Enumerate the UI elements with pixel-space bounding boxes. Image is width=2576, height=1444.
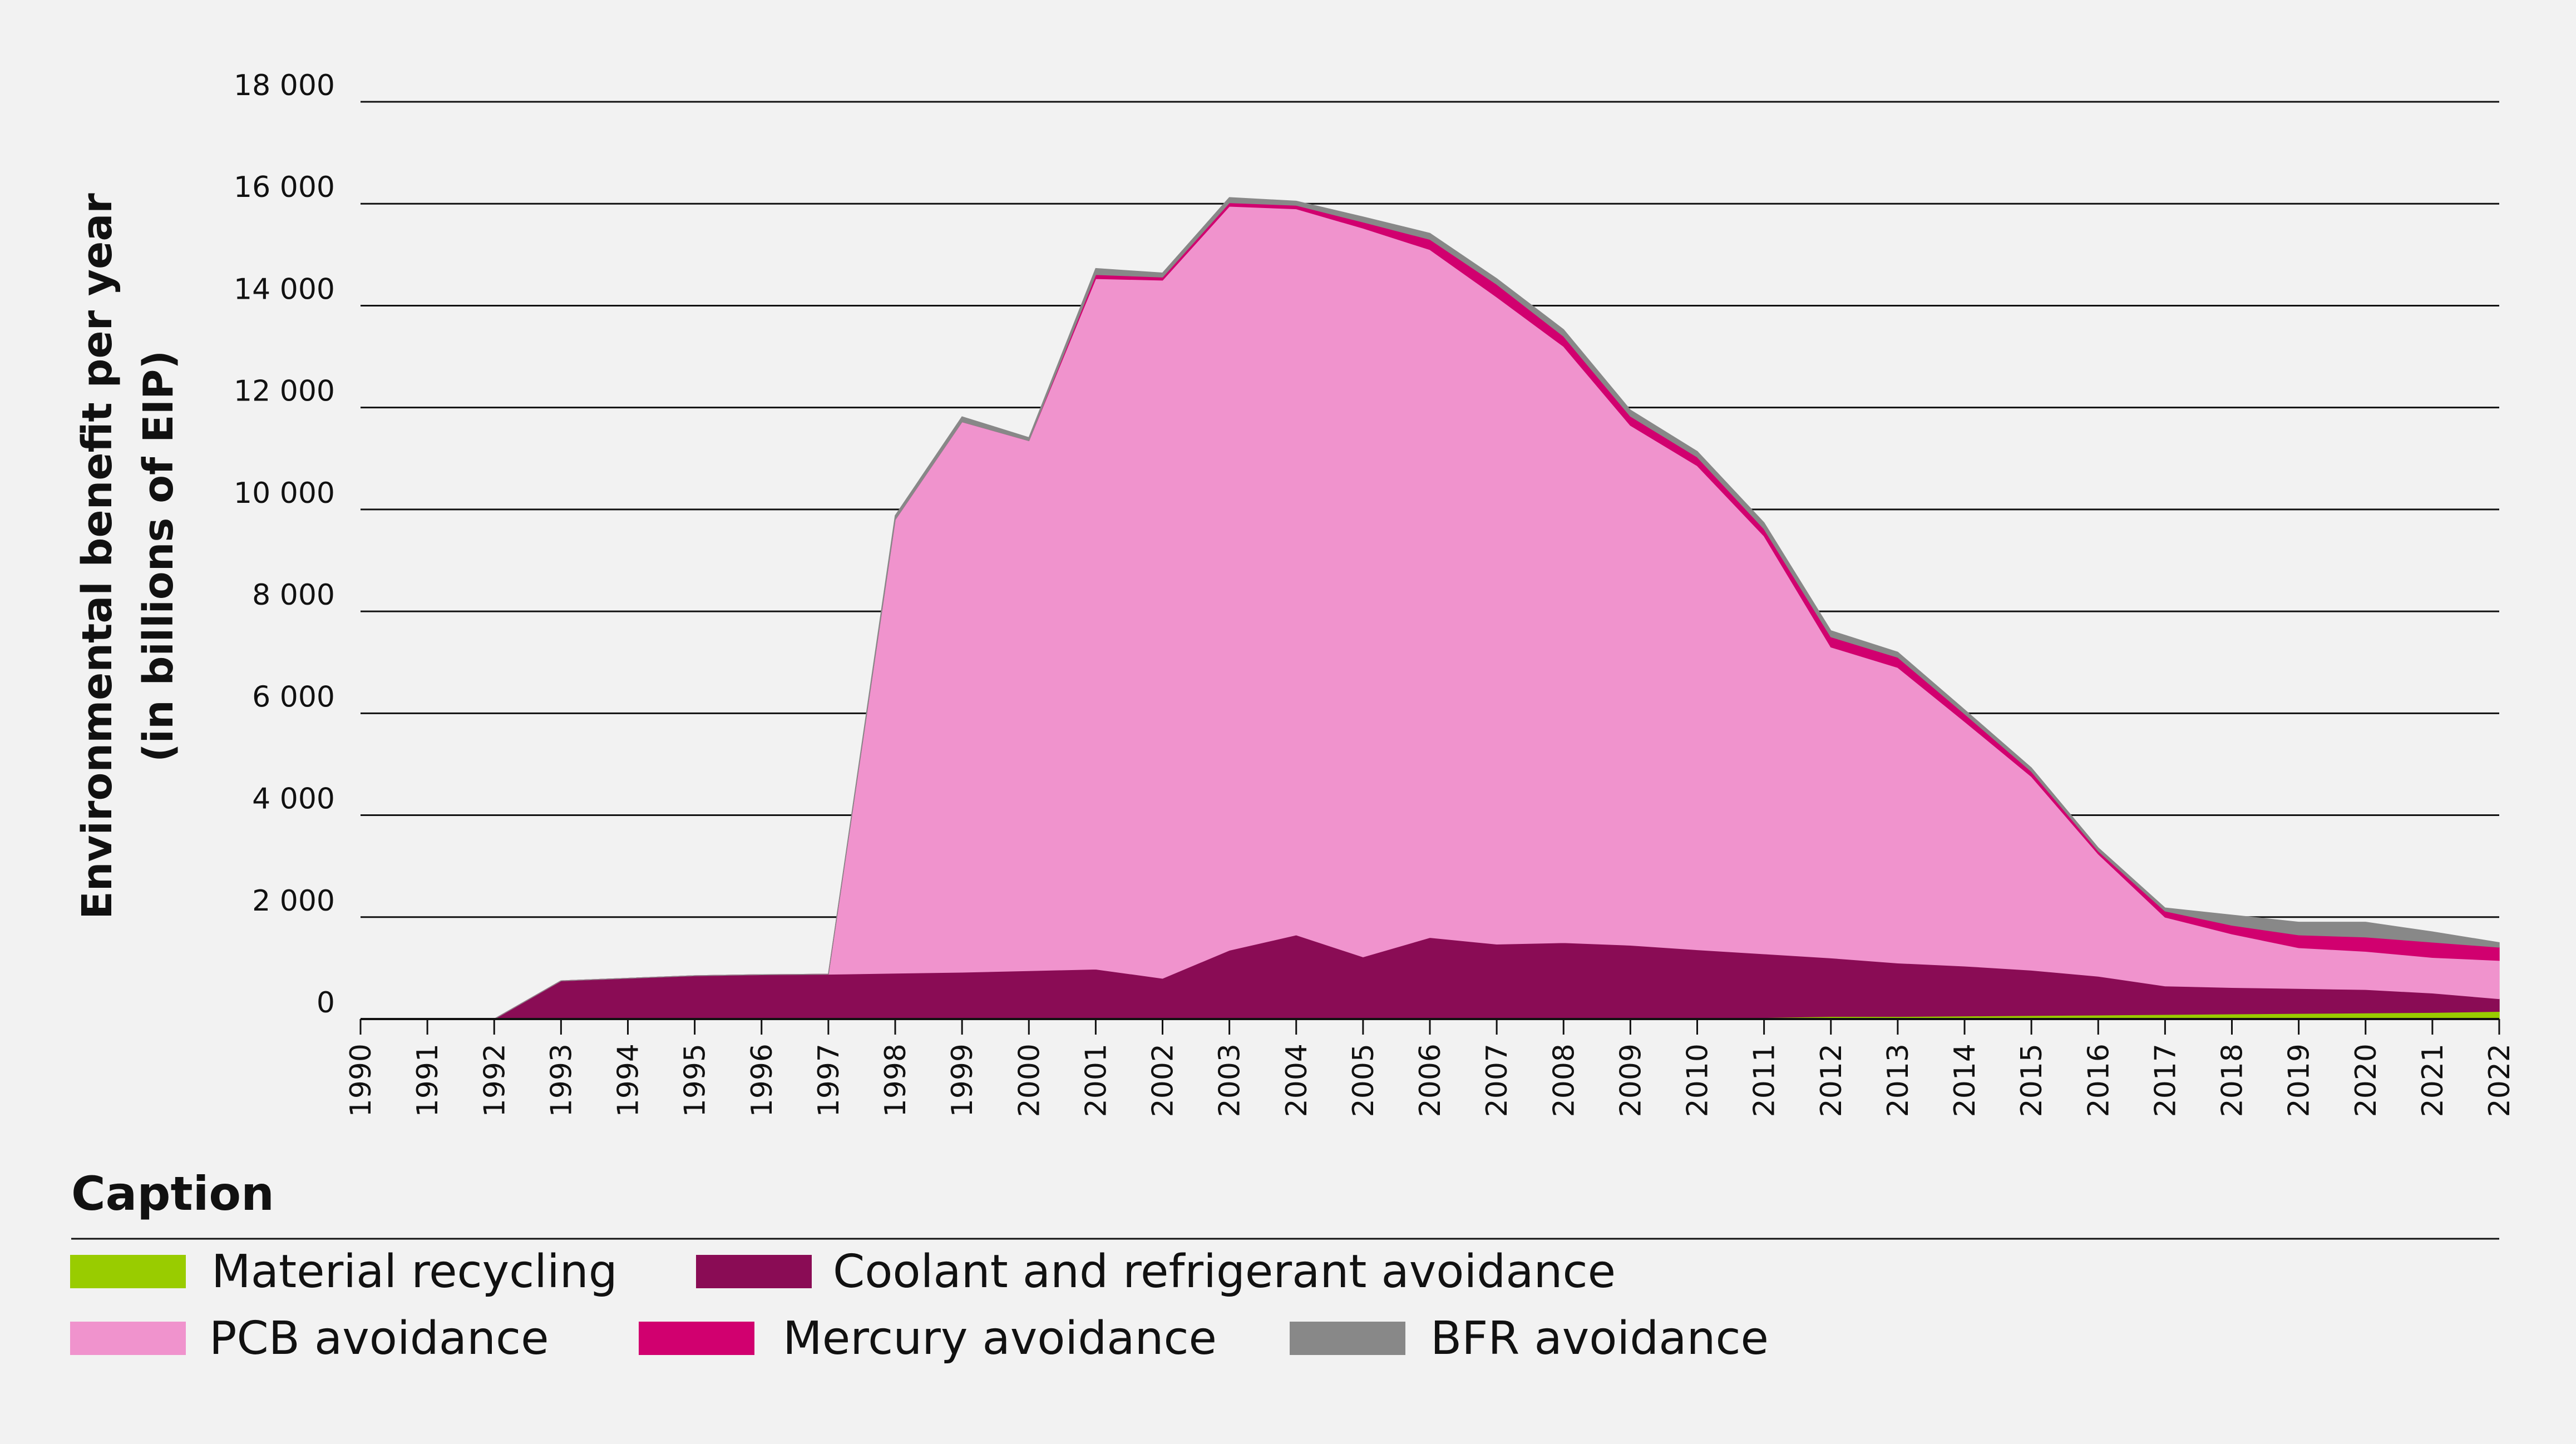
x-tick-label: 2021 (2416, 1044, 2450, 1117)
legend-label-pcb-avoidance: PCB avoidance (209, 1312, 549, 1365)
y-tick-label: 18 000 (234, 69, 335, 102)
x-tick-label: 2020 (2350, 1044, 2383, 1117)
x-tick-label: 1999 (946, 1044, 979, 1117)
x-tick-label: 2000 (1013, 1044, 1046, 1117)
legend-swatch-coolant-and-refrigerant-avoidance (696, 1255, 812, 1288)
legend-swatch-material-recycling (70, 1255, 186, 1288)
x-tick-label: 2014 (1948, 1044, 1982, 1117)
legend-title: Caption (71, 1166, 274, 1221)
x-tick-label: 2004 (1280, 1044, 1314, 1117)
x-tick-label: 2011 (1748, 1044, 1782, 1117)
y-tick-label: 16 000 (234, 171, 335, 204)
legend-swatch-pcb-avoidance (70, 1322, 186, 1355)
y-axis-label-line2: (in billions of EIP) (135, 350, 182, 762)
x-axis: 1990 1991 1992 1993 1994 1995 1996 1997 1998 1999… (344, 1018, 2516, 1117)
x-tick-label: 1991 (411, 1044, 445, 1117)
x-tick-label: 2005 (1347, 1044, 1380, 1117)
x-tick-label: 1994 (612, 1044, 645, 1117)
x-tick-label: 2017 (2149, 1044, 2182, 1117)
legend-label-material-recycling: Material recycling (211, 1245, 618, 1298)
x-tick-label: 2015 (2015, 1044, 2049, 1117)
x-tick-label: 1990 (344, 1044, 378, 1117)
y-tick-label: 0 (317, 986, 335, 1020)
x-tick-label: 1997 (812, 1044, 846, 1117)
x-tick-label: 2008 (1547, 1044, 1581, 1117)
x-tick-label: 1993 (545, 1044, 578, 1117)
x-tick-label: 2001 (1079, 1044, 1113, 1117)
x-tick-label: 2010 (1681, 1044, 1715, 1117)
legend-swatch-bfr-avoidance (1290, 1322, 1405, 1355)
y-axis-label: Environmental benefit per year (in billi… (73, 193, 182, 919)
x-tick-label: 1996 (746, 1044, 779, 1117)
legend-swatch-mercury-avoidance (639, 1322, 754, 1355)
x-tick-label: 1992 (478, 1044, 511, 1117)
y-tick-label: 4 000 (252, 783, 335, 816)
x-tick-label: 2007 (1481, 1044, 1514, 1117)
y-tick-label: 10 000 (234, 477, 335, 510)
x-tick-label: 1995 (679, 1044, 712, 1117)
y-tick-label: 2 000 (252, 884, 335, 918)
area-pcb-avoidance (361, 206, 2500, 1020)
legend-label-bfr-avoidance: BFR avoidance (1430, 1312, 1769, 1365)
x-tick-label: 1998 (879, 1044, 912, 1117)
stacked-areas (361, 197, 2500, 1020)
y-tick-label: 14 000 (234, 273, 335, 306)
x-tick-label: 2016 (2082, 1044, 2115, 1117)
x-tick-label: 2013 (1882, 1044, 1915, 1117)
legend-label-coolant-and-refrigerant-avoidance: Coolant and refrigerant avoidance (833, 1245, 1616, 1298)
x-tick-label: 2003 (1213, 1044, 1247, 1117)
x-tick-label: 2002 (1147, 1044, 1180, 1117)
x-tick-label: 2012 (1815, 1044, 1848, 1117)
y-axis-ticks: 0 2 000 4 000 6 000 8 000 10 000 12 000 14 000 1… (234, 69, 335, 1020)
y-tick-label: 8 000 (252, 578, 335, 612)
legend: Material recycling Coolant and refrigeran… (70, 1245, 1769, 1365)
area-bfr-avoidance (361, 197, 2500, 1020)
x-tick-label: 2019 (2283, 1044, 2316, 1117)
x-tick-label: 2018 (2216, 1044, 2249, 1117)
x-tick-label: 2022 (2483, 1044, 2516, 1117)
y-tick-label: 12 000 (234, 375, 335, 408)
legend-label-mercury-avoidance: Mercury avoidance (783, 1312, 1217, 1365)
y-tick-label: 6 000 (252, 680, 335, 714)
y-axis-label-line1: Environmental benefit per year (73, 193, 121, 919)
x-tick-label: 2006 (1414, 1044, 1447, 1117)
x-tick-label: 2009 (1614, 1044, 1647, 1117)
